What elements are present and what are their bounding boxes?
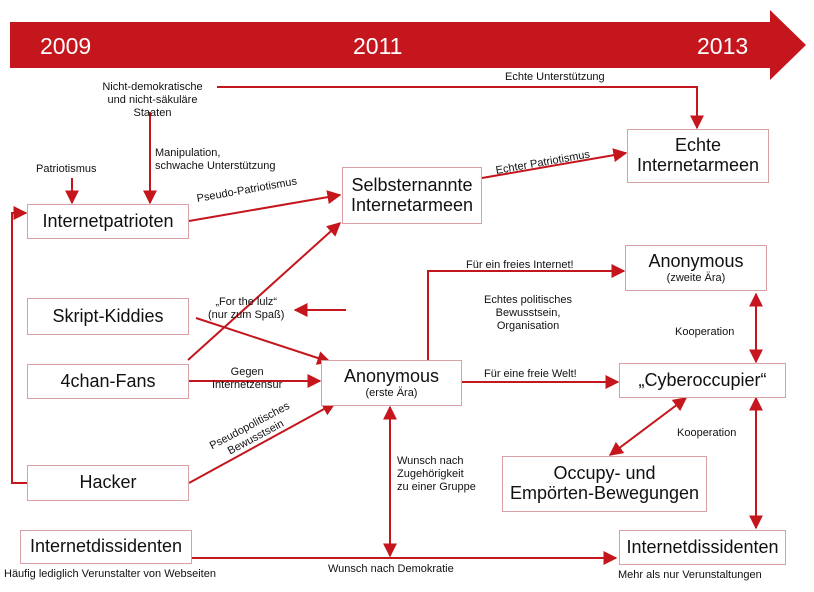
label-echtes-politisches: Echtes politisches Bewusstsein, Organisa…: [484, 294, 573, 333]
node-4chan-fans: 4chan-Fans: [27, 364, 189, 399]
label-manipulation: Manipulation, schwache Unterstützung: [155, 147, 276, 173]
node-occupy: Occupy- und Empörten-Bewegungen: [502, 456, 707, 512]
node-skript-kiddies: Skript-Kiddies: [27, 298, 189, 335]
year-2011: 2011: [353, 33, 402, 59]
node-label: Occupy- und Empörten-Bewegungen: [509, 463, 700, 503]
edge-kooperation-occupy: [608, 397, 688, 456]
label-echte-unterstuetzung: Echte Unterstützung: [505, 71, 605, 83]
node-label: Skript-Kiddies: [52, 305, 164, 326]
label-kooperation-1: Kooperation: [675, 326, 735, 338]
node-label: Anonymous: [648, 250, 744, 271]
edge-skript-to-anon: [195, 317, 332, 365]
edge-anon-to-selbsternannte: [187, 222, 342, 361]
node-label: Internetpatrioten: [42, 210, 174, 231]
node-selbsternannte: Selbsternannte Internetarmeen: [342, 167, 482, 224]
node-label: Echte Internetarmeen: [636, 135, 760, 175]
edge-hacker-to-patrioten: [11, 206, 30, 484]
label-kooperation-2: Kooperation: [677, 427, 737, 439]
year-2013: 2013: [697, 33, 748, 59]
node-label: Anonymous: [343, 365, 440, 386]
label-fuer-freie-welt: Für eine freie Welt!: [484, 368, 577, 380]
node-nicht-demokratische: Nicht-demokratische und nicht-säkuläre S…: [102, 81, 203, 120]
label-haeufig: Häufig lediglich Verunstalter von Websei…: [4, 568, 216, 580]
node-sublabel: (zweite Ära): [666, 272, 726, 285]
node-internetdissidenten-left: Internetdissidenten: [20, 530, 192, 564]
node-anonymous-zweite: Anonymous (zweite Ära): [625, 245, 767, 291]
edge-echter-patriotismus: [481, 148, 628, 179]
node-label: Hacker: [79, 472, 137, 493]
node-label: 4chan-Fans: [60, 370, 156, 391]
label-fuer-freies-internet: Für ein freies Internet!: [466, 259, 574, 271]
node-label: Internetdissidenten: [626, 536, 779, 557]
node-label: „Cyberoccupier“: [638, 369, 767, 390]
node-label: Selbsternannte Internetarmeen: [350, 174, 474, 215]
node-cyberoccupier: „Cyberoccupier“: [619, 363, 786, 398]
node-sublabel: (erste Ära): [365, 387, 418, 400]
edge-pseudo-patriotismus: [188, 190, 342, 222]
label-wunsch-zugehoerigkeit: Wunsch nach Zugehörigkeit zu einer Grupp…: [397, 455, 476, 494]
node-internetpatrioten: Internetpatrioten: [27, 204, 189, 239]
node-label: Internetdissidenten: [29, 536, 183, 557]
node-patriotismus: Patriotismus: [36, 163, 97, 175]
node-hacker: Hacker: [27, 465, 189, 501]
edge-echte-unterstuetzung: [217, 86, 704, 130]
timeline-arrow: [10, 10, 806, 80]
label-wunsch-demokratie: Wunsch nach Demokratie: [328, 563, 454, 575]
node-echte-internetarmeen: Echte Internetarmeen: [627, 129, 769, 183]
year-2009: 2009: [40, 33, 91, 59]
edge-hacker-to-anon: [188, 402, 337, 484]
label-for-the-lulz: „For the lulz“ (nur zum Spaß): [208, 296, 285, 322]
label-mehr-als: Mehr als nur Verunstaltungen: [618, 569, 762, 581]
label-gegen-zensur: Gegen Internetzensur: [212, 366, 283, 392]
node-internetdissidenten-right: Internetdissidenten: [619, 530, 786, 565]
node-anonymous-erste: Anonymous (erste Ära): [321, 360, 462, 406]
edge-anon-to-zweite: [427, 264, 626, 360]
